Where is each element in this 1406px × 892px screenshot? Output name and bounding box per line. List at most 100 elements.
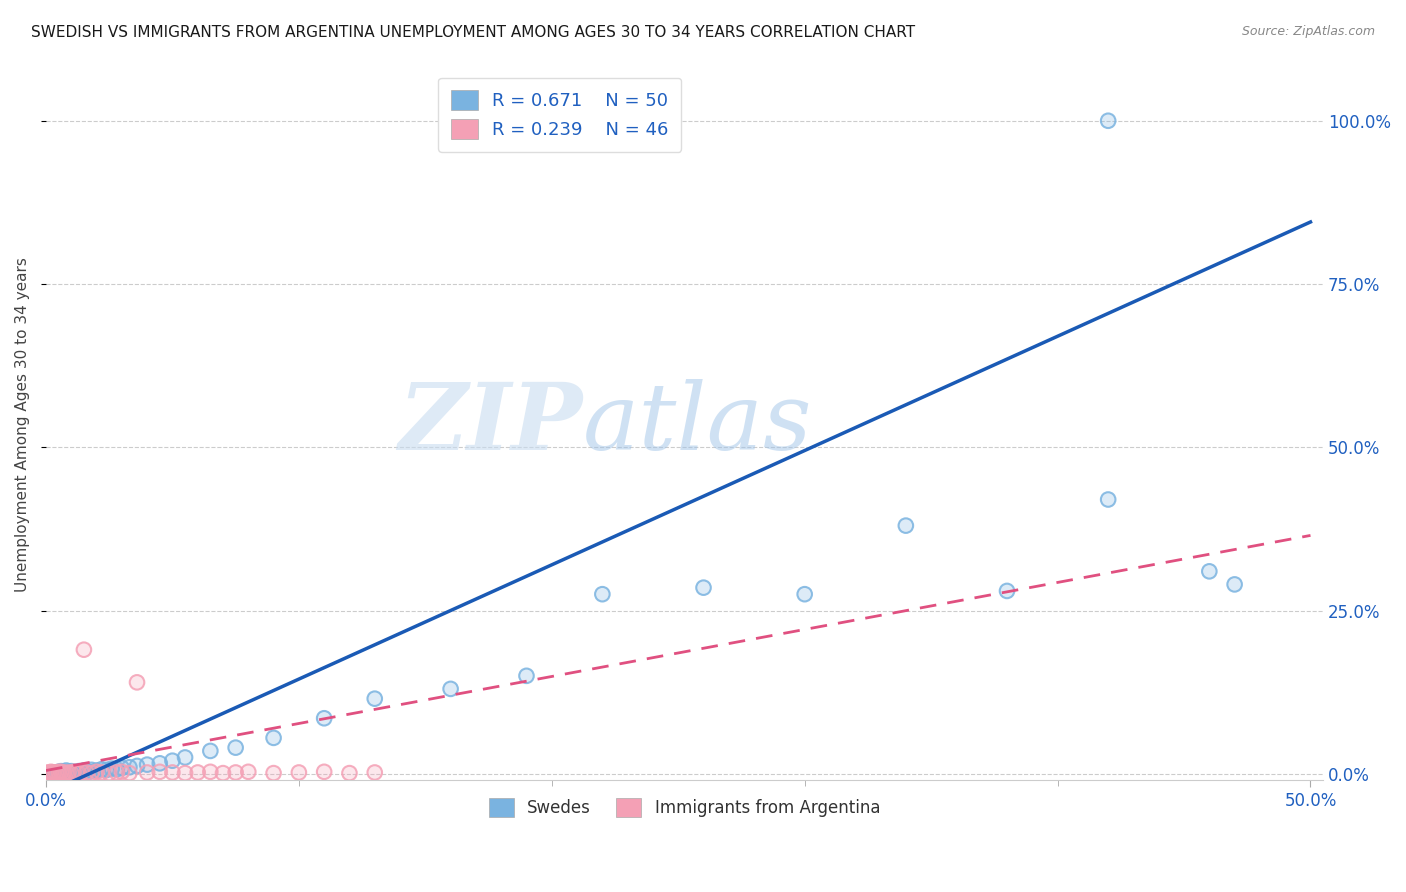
- Point: [100, 762, 122, 776]
- Point: [263, 766, 285, 780]
- Point: [52, 766, 75, 780]
- Point: [1097, 492, 1119, 507]
- Point: [65, 765, 87, 780]
- Point: [52, 765, 75, 780]
- Point: [52, 765, 75, 780]
- Point: [288, 765, 311, 780]
- Point: [49, 765, 72, 780]
- Point: [90, 762, 112, 776]
- Point: [37, 766, 59, 780]
- Point: [39, 766, 62, 780]
- Point: [58, 766, 80, 780]
- Point: [105, 762, 128, 776]
- Point: [58, 764, 80, 779]
- Point: [439, 681, 461, 696]
- Point: [49, 765, 72, 780]
- Point: [70, 764, 93, 779]
- Point: [48, 766, 70, 780]
- Point: [149, 764, 172, 779]
- Point: [52, 766, 75, 780]
- Point: [48, 764, 70, 779]
- Point: [37, 765, 59, 780]
- Point: [111, 761, 134, 775]
- Point: [80, 763, 103, 777]
- Point: [52, 766, 75, 780]
- Point: [45, 766, 67, 780]
- Point: [1097, 113, 1119, 128]
- Point: [52, 764, 75, 779]
- Point: [692, 581, 714, 595]
- Point: [793, 587, 815, 601]
- Point: [90, 765, 112, 780]
- Point: [162, 754, 184, 768]
- Point: [515, 669, 537, 683]
- Point: [200, 764, 222, 779]
- Point: [86, 764, 108, 778]
- Point: [45, 766, 67, 780]
- Point: [86, 764, 108, 779]
- Point: [60, 766, 83, 780]
- Point: [187, 765, 209, 780]
- Point: [60, 764, 83, 779]
- Point: [125, 675, 148, 690]
- Point: [591, 587, 613, 601]
- Point: [692, 581, 714, 595]
- Point: [52, 766, 75, 780]
- Point: [339, 766, 361, 780]
- Point: [67, 764, 90, 779]
- Point: [45, 766, 67, 780]
- Point: [136, 765, 159, 780]
- Point: [70, 764, 93, 779]
- Point: [339, 766, 361, 780]
- Point: [314, 711, 336, 725]
- Point: [75, 764, 97, 779]
- Point: [105, 762, 128, 776]
- Point: [55, 766, 77, 780]
- Point: [45, 765, 67, 780]
- Point: [39, 764, 62, 779]
- Point: [1097, 492, 1119, 507]
- Point: [55, 765, 77, 780]
- Point: [125, 759, 148, 773]
- Point: [67, 764, 90, 779]
- Point: [60, 765, 83, 780]
- Point: [75, 764, 97, 779]
- Point: [364, 765, 387, 780]
- Point: [1097, 113, 1119, 128]
- Point: [96, 763, 118, 777]
- Point: [48, 764, 70, 779]
- Point: [62, 764, 84, 779]
- Point: [105, 765, 128, 780]
- Point: [118, 760, 141, 774]
- Point: [162, 754, 184, 768]
- Point: [364, 691, 387, 706]
- Point: [42, 765, 65, 780]
- Point: [49, 764, 72, 779]
- Point: [364, 765, 387, 780]
- Point: [75, 765, 97, 780]
- Point: [60, 765, 83, 780]
- Point: [1223, 577, 1246, 591]
- Point: [200, 744, 222, 758]
- Point: [98, 766, 121, 780]
- Point: [42, 765, 65, 780]
- Point: [793, 587, 815, 601]
- Point: [314, 764, 336, 779]
- Point: [125, 759, 148, 773]
- Text: ZIP: ZIP: [398, 379, 582, 469]
- Point: [995, 583, 1018, 598]
- Point: [35, 766, 58, 780]
- Point: [118, 766, 141, 780]
- Point: [73, 642, 96, 657]
- Point: [90, 765, 112, 780]
- Point: [212, 766, 235, 780]
- Point: [118, 766, 141, 780]
- Point: [364, 691, 387, 706]
- Point: [136, 757, 159, 772]
- Point: [174, 766, 197, 780]
- Point: [48, 766, 70, 780]
- Point: [149, 756, 172, 771]
- Point: [86, 764, 108, 778]
- Point: [263, 731, 285, 745]
- Point: [225, 765, 247, 780]
